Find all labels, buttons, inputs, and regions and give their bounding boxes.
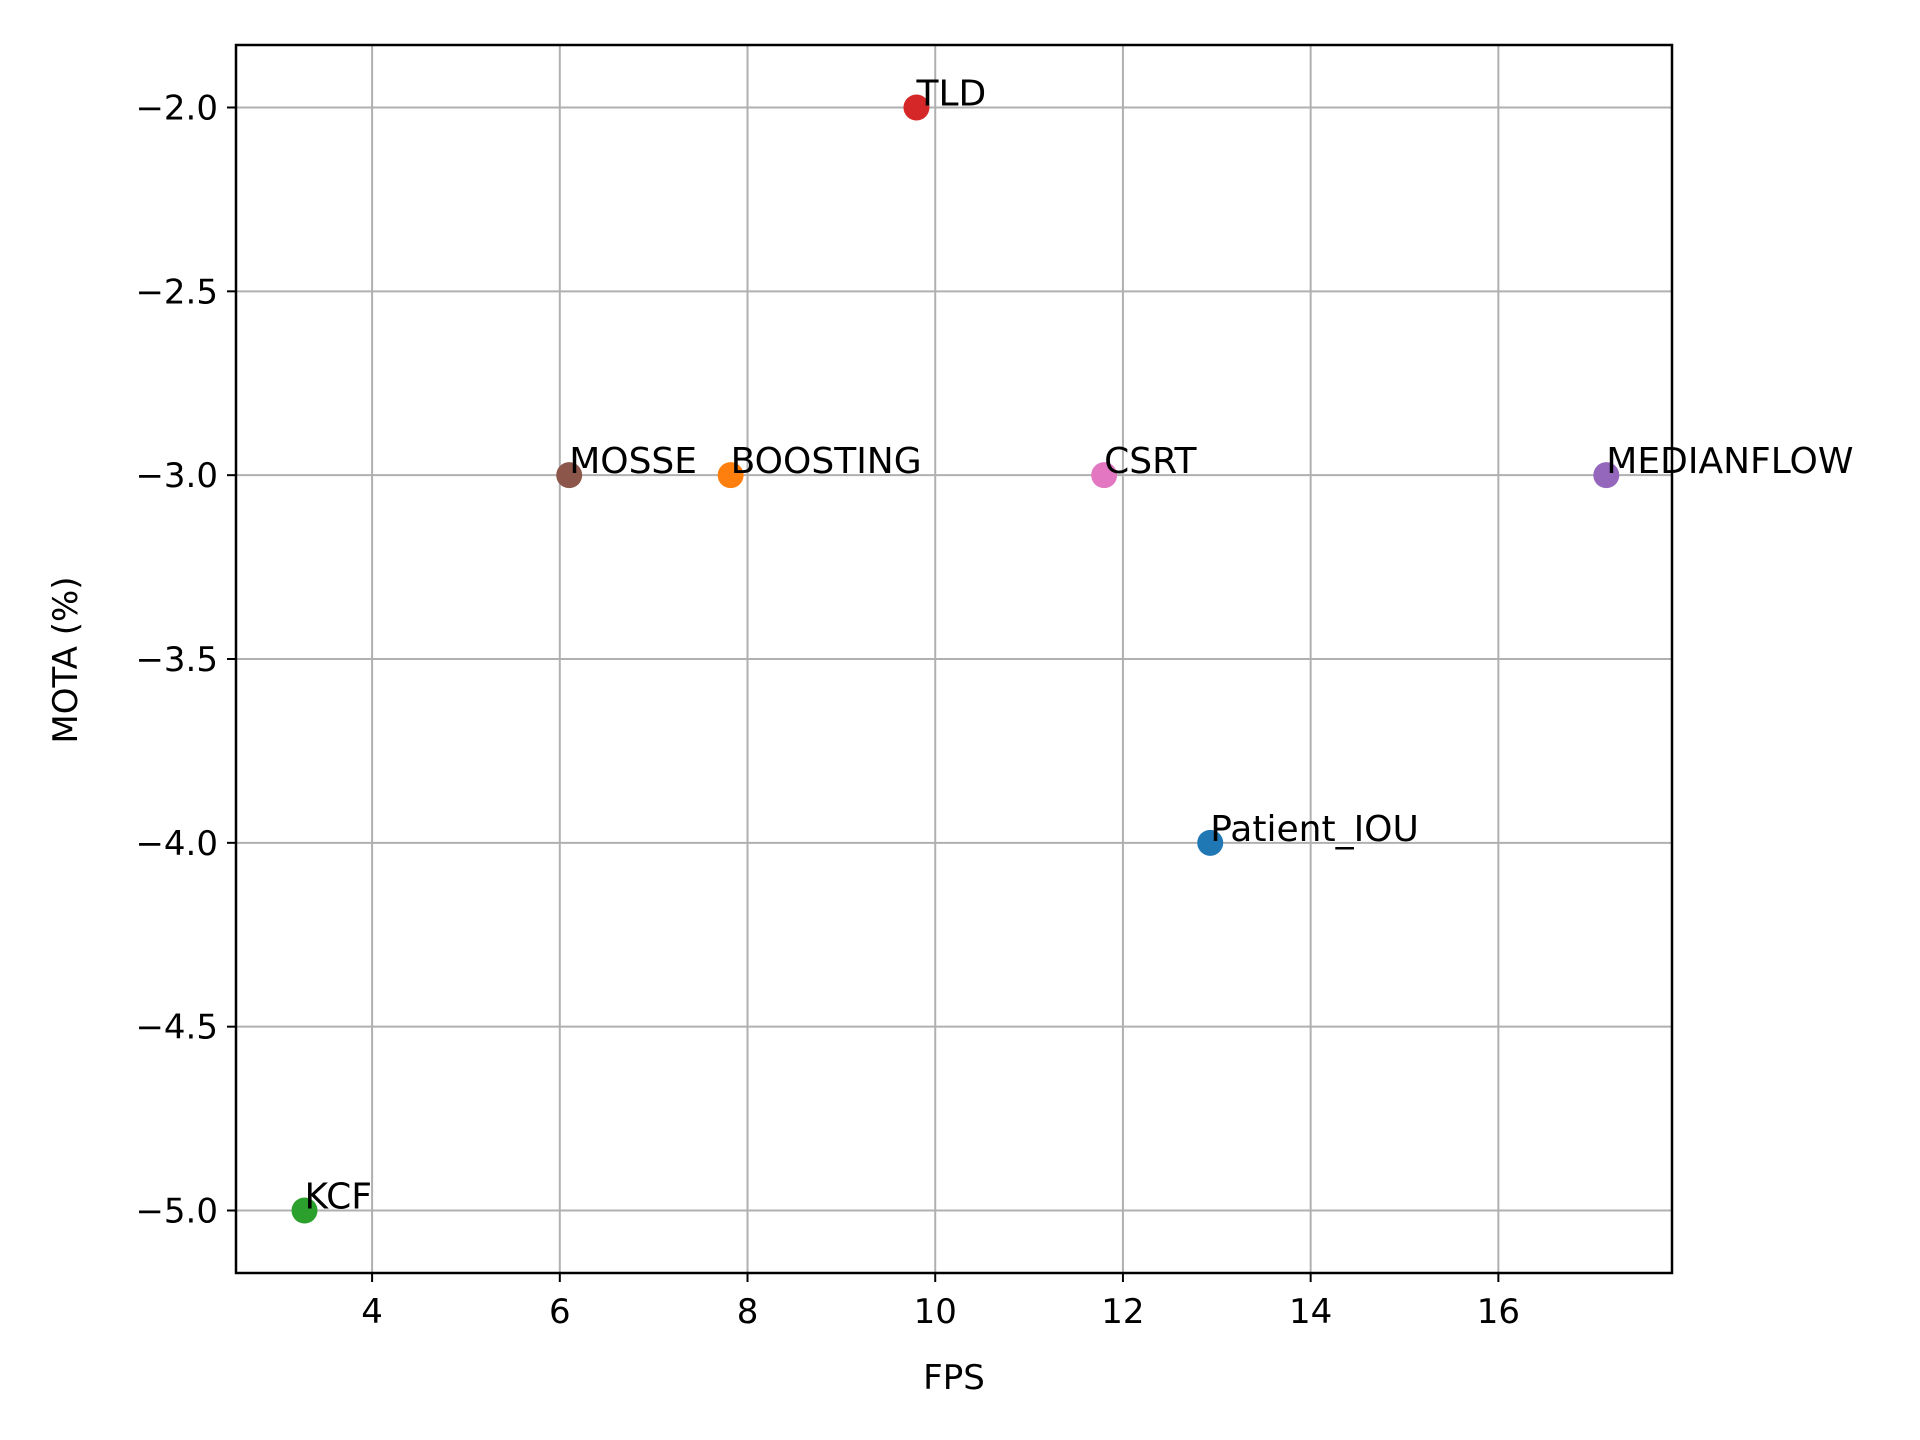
scatter-point: [556, 462, 583, 489]
data-points: [291, 94, 1620, 1224]
point-label: MOSSE: [569, 441, 697, 482]
x-tick-label: 12: [1101, 1292, 1144, 1332]
x-tick-label: 8: [737, 1292, 759, 1332]
scatter-point: [1593, 462, 1620, 489]
point-label: BOOSTING: [731, 441, 922, 482]
x-tick-label: 4: [361, 1292, 383, 1332]
y-tick-label: −4.5: [135, 1008, 218, 1048]
point-label: KCF: [305, 1176, 372, 1217]
x-tick-label: 14: [1289, 1292, 1332, 1332]
scatter-point: [717, 462, 744, 489]
scatter-point: [291, 1197, 318, 1224]
scatter-point: [1197, 829, 1224, 856]
plot-area-frame: [234, 43, 1674, 1275]
point-label: MEDIANFLOW: [1606, 441, 1853, 482]
grid-lines: [236, 45, 1672, 1273]
y-tick-label: −3.5: [135, 640, 218, 680]
point-label: CSRT: [1104, 441, 1197, 482]
point-label: TLD: [915, 74, 986, 115]
x-axis-label: FPS: [923, 1358, 985, 1398]
x-tick-label: 10: [914, 1292, 957, 1332]
y-tick-label: −4.0: [135, 824, 218, 864]
point-labels: Patient_IOU BOOSTING KCF TLD MEDIANFLOW MOSSE…: [305, 74, 1854, 1218]
y-tick-label: −2.0: [135, 89, 218, 129]
y-tick-label: −5.0: [135, 1191, 218, 1231]
scatter-point: [1091, 462, 1118, 489]
axis-ticks: 4 6 8 10 12 14 16 −2.0 −2.5 −3.0 −3.5 −4.0 −4.5 −5.0: [135, 89, 1520, 1332]
point-label: Patient_IOU: [1210, 809, 1419, 850]
x-tick-label: 6: [549, 1292, 571, 1332]
x-tick-label: 16: [1477, 1292, 1520, 1332]
y-tick-label: −3.0: [135, 456, 218, 496]
y-tick-label: −2.5: [135, 272, 218, 312]
y-axis-label: MOTA (%): [46, 576, 86, 743]
scatter-point: [903, 94, 930, 121]
